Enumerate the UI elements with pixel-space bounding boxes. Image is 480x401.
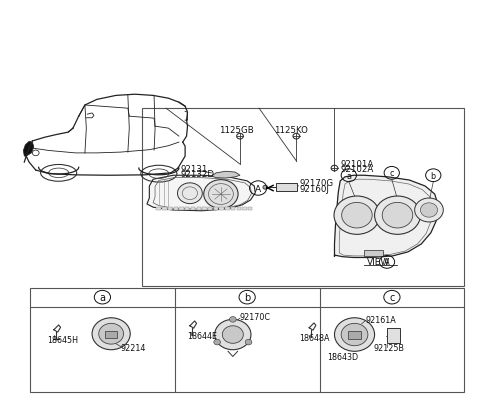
Bar bbox=[197, 208, 201, 210]
Text: a: a bbox=[346, 171, 351, 180]
Text: 18643D: 18643D bbox=[327, 352, 359, 361]
Bar bbox=[191, 208, 195, 210]
Bar bbox=[387, 328, 400, 343]
Circle shape bbox=[335, 318, 374, 351]
Text: 92170C: 92170C bbox=[240, 313, 271, 322]
Text: 92214: 92214 bbox=[120, 343, 146, 352]
Circle shape bbox=[99, 324, 123, 344]
Text: 18648A: 18648A bbox=[300, 333, 330, 342]
Bar bbox=[202, 208, 206, 210]
Text: 1125KO: 1125KO bbox=[275, 126, 308, 135]
Text: 92125B: 92125B bbox=[373, 343, 405, 352]
Bar bbox=[30, 288, 464, 392]
Text: 18644E: 18644E bbox=[188, 331, 217, 340]
Bar bbox=[174, 208, 178, 210]
Circle shape bbox=[341, 324, 368, 346]
Bar bbox=[156, 208, 161, 210]
Circle shape bbox=[342, 203, 372, 229]
Text: 92170G: 92170G bbox=[300, 179, 334, 188]
Circle shape bbox=[245, 340, 252, 345]
Text: 92102A: 92102A bbox=[340, 165, 373, 174]
Circle shape bbox=[263, 186, 268, 190]
Text: b: b bbox=[244, 292, 250, 302]
Circle shape bbox=[92, 318, 130, 350]
Text: 92131: 92131 bbox=[180, 164, 208, 173]
Bar bbox=[185, 208, 190, 210]
Text: 92161A: 92161A bbox=[365, 316, 396, 324]
Text: a: a bbox=[99, 292, 106, 302]
Circle shape bbox=[334, 196, 380, 235]
Bar bbox=[142, 109, 464, 286]
Circle shape bbox=[420, 203, 438, 218]
Bar bbox=[180, 208, 184, 210]
Circle shape bbox=[374, 196, 420, 235]
Text: 92132D: 92132D bbox=[180, 170, 215, 179]
Circle shape bbox=[215, 320, 251, 350]
Bar bbox=[231, 208, 235, 210]
Text: b: b bbox=[431, 171, 436, 180]
Text: 18645H: 18645H bbox=[47, 335, 78, 344]
Bar bbox=[225, 208, 229, 210]
Text: 92160J: 92160J bbox=[300, 184, 330, 193]
Text: c: c bbox=[389, 169, 394, 178]
Circle shape bbox=[214, 340, 220, 345]
Text: A: A bbox=[384, 258, 390, 267]
Polygon shape bbox=[211, 172, 240, 178]
Bar bbox=[242, 208, 247, 210]
Polygon shape bbox=[147, 176, 255, 211]
Bar bbox=[248, 208, 252, 210]
Bar bbox=[208, 208, 212, 210]
Bar bbox=[364, 250, 383, 256]
Polygon shape bbox=[24, 142, 34, 157]
Text: A: A bbox=[255, 184, 261, 193]
Bar bbox=[168, 208, 172, 210]
Text: c: c bbox=[389, 292, 395, 302]
Text: VIEW: VIEW bbox=[366, 258, 390, 267]
Bar bbox=[237, 208, 241, 210]
Text: 1125GB: 1125GB bbox=[218, 126, 253, 135]
Bar bbox=[214, 208, 218, 210]
Bar bbox=[276, 184, 297, 192]
Bar bbox=[219, 208, 224, 210]
Circle shape bbox=[229, 317, 236, 322]
Bar bbox=[162, 208, 167, 210]
Circle shape bbox=[222, 326, 243, 344]
Circle shape bbox=[415, 198, 444, 223]
Bar bbox=[106, 331, 117, 338]
Bar bbox=[348, 331, 361, 339]
Polygon shape bbox=[335, 176, 438, 258]
Circle shape bbox=[178, 183, 202, 204]
Text: 92101A: 92101A bbox=[340, 159, 373, 168]
Circle shape bbox=[382, 203, 413, 229]
Circle shape bbox=[204, 180, 238, 209]
